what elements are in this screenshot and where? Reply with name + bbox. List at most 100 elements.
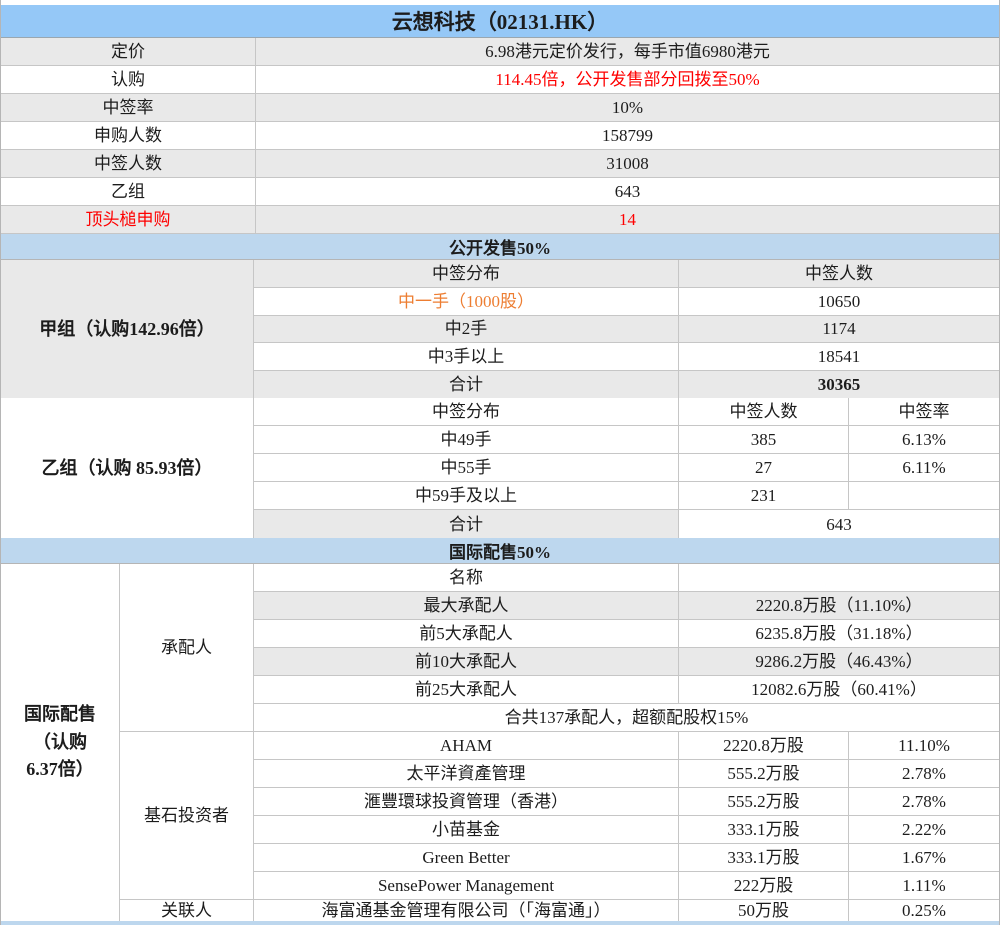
shares-cell: 50万股 [679, 900, 849, 921]
table-row: 中签人数 31008 [1, 150, 999, 178]
column-header: 中签率 [849, 398, 999, 425]
table-row: 中49手 385 6.13% [254, 426, 999, 454]
value-cell: 2220.8万股（11.10%） [679, 592, 999, 619]
column-header: 中签分布 [254, 398, 679, 425]
table-row: 中59手及以上 231 [254, 482, 999, 510]
dist-cell: 中3手以上 [254, 343, 679, 371]
table-row: 中一手（1000股） 10650 [254, 287, 999, 316]
row-label: 申购人数 [1, 122, 256, 149]
name-cell: 小苗基金 [254, 816, 679, 843]
value-cell: 12082.6万股（60.41%） [679, 676, 999, 703]
column-header: 中签分布 [254, 260, 679, 287]
connected-row: 海富通基金管理有限公司（「海富通」） 50万股 0.25% [254, 900, 999, 921]
row-label: 顶头槌申购 [1, 206, 256, 233]
dist-cell: 中49手 [254, 426, 679, 453]
name-cell: Green Better [254, 844, 679, 871]
section-title: 公开发售50% [449, 239, 551, 258]
count-cell: 27 [679, 454, 849, 481]
row-value: 6.98港元定价发行，每手市值6980港元 [256, 38, 999, 65]
page-title: 云想科技（02131.HK） [391, 10, 609, 34]
name-cell: 最大承配人 [254, 592, 679, 619]
group-a-label: 甲组（认购142.96倍） [1, 260, 254, 398]
count-cell: 18541 [679, 343, 999, 371]
column-header: 中签人数 [679, 398, 849, 425]
pct-cell: 1.67% [849, 844, 999, 871]
row-value: 114.45倍，公开发售部分回拨至50% [256, 66, 999, 93]
category-column: 承配人 基石投资者 关联人 [120, 564, 254, 921]
summary-section: 定价 6.98港元定价发行，每手市值6980港元 认购 114.45倍，公开发售… [1, 38, 999, 234]
row-value: 158799 [256, 122, 999, 149]
label-line: 6.37倍） [26, 759, 94, 780]
dist-cell: 合计 [254, 510, 679, 538]
pct-cell: 2.78% [849, 760, 999, 787]
pct-cell: 1.11% [849, 872, 999, 899]
rate-cell: 6.11% [849, 454, 999, 481]
group-a-header-row: 中签分布 中签人数 [254, 260, 999, 288]
table-row: 前10大承配人 9286.2万股（46.43%） [254, 648, 999, 676]
cornerstone-label: 基石投资者 [120, 732, 254, 900]
name-cell: 滙豐環球投資管理（香港） [254, 788, 679, 815]
label-line: （认购 [33, 731, 88, 752]
group-a-section: 甲组（认购142.96倍） 中签分布 中签人数 中一手（1000股） 10650… [1, 260, 999, 398]
row-value: 14 [256, 206, 999, 233]
dist-cell: 中2手 [254, 315, 679, 343]
international-header: 国际配售50% [1, 538, 999, 564]
rate-cell: 6.13% [849, 426, 999, 453]
dist-cell: 中一手（1000股） [254, 287, 679, 315]
table-row: 中55手 27 6.11% [254, 454, 999, 482]
international-label: 国际配售 （认购 6.37倍） [1, 564, 121, 921]
pct-cell: 11.10% [849, 732, 999, 759]
rate-cell [849, 482, 999, 509]
name-cell: 前25大承配人 [254, 676, 679, 703]
count-cell: 231 [679, 482, 849, 509]
count-cell: 385 [679, 426, 849, 453]
row-value: 31008 [256, 150, 999, 177]
table-row: 认购 114.45倍，公开发售部分回拨至50% [1, 66, 999, 94]
name-cell: AHAM [254, 732, 679, 759]
table-row: 顶头槌申购 14 [1, 206, 999, 234]
count-cell: 10650 [679, 287, 999, 315]
dist-cell: 中59手及以上 [254, 482, 679, 509]
group-b-label: 乙组（认购 85.93倍） [1, 398, 254, 538]
row-label: 认购 [1, 66, 256, 93]
top-margin [1, 0, 999, 5]
row-label: 定价 [1, 38, 256, 65]
shares-cell: 555.2万股 [679, 788, 849, 815]
total-row: 合计 643 [254, 510, 999, 538]
table-row: 定价 6.98港元定价发行，每手市值6980港元 [1, 38, 999, 66]
table-row: Green Better 333.1万股 1.67% [254, 844, 999, 872]
row-label: 中签率 [1, 94, 256, 121]
table-row: 中2手 1174 [254, 315, 999, 344]
row-value: 643 [256, 178, 999, 205]
shares-cell: 2220.8万股 [679, 732, 849, 759]
name-header-row: 名称 [254, 564, 999, 592]
name-cell: 海富通基金管理有限公司（「海富通」） [254, 900, 679, 921]
table-row: 前5大承配人 6235.8万股（31.18%） [254, 620, 999, 648]
value-cell: 6235.8万股（31.18%） [679, 620, 999, 647]
row-value: 10% [256, 94, 999, 121]
connected-label: 关联人 [120, 900, 254, 921]
pct-cell: 2.78% [849, 788, 999, 815]
group-b-section: 乙组（认购 85.93倍） 中签分布 中签人数 中签率 中49手 385 6.1… [1, 398, 999, 538]
column-header: 中签人数 [679, 260, 999, 287]
name-cell: SensePower Management [254, 872, 679, 899]
total-row: 合计 30365 [254, 371, 999, 398]
column-header: 名称 [254, 564, 679, 591]
table-row: 小苗基金 333.1万股 2.22% [254, 816, 999, 844]
table-row: 前25大承配人 12082.6万股（60.41%） [254, 676, 999, 704]
table-row: 乙组 643 [1, 178, 999, 206]
row-label: 乙组 [1, 178, 256, 205]
note-row: 合共137承配人，超额配股权15% [254, 704, 999, 732]
table-row: SensePower Management 222万股 1.11% [254, 872, 999, 900]
note-cell: 合共137承配人，超额配股权15% [254, 704, 999, 731]
value-cell: 9286.2万股（46.43%） [679, 648, 999, 675]
title-bar: 云想科技（02131.HK） [1, 5, 999, 38]
table-row: 中3手以上 18541 [254, 343, 999, 372]
name-cell: 前5大承配人 [254, 620, 679, 647]
public-offering-header: 公开发售50% [1, 234, 999, 260]
table-row: 太平洋資產管理 555.2万股 2.78% [254, 760, 999, 788]
table-row: 中签率 10% [1, 94, 999, 122]
international-section: 国际配售 （认购 6.37倍） 承配人 基石投资者 关联人 名称 最大承配人 2… [1, 564, 999, 921]
table-row: 申购人数 158799 [1, 122, 999, 150]
total-cell: 643 [679, 510, 999, 538]
